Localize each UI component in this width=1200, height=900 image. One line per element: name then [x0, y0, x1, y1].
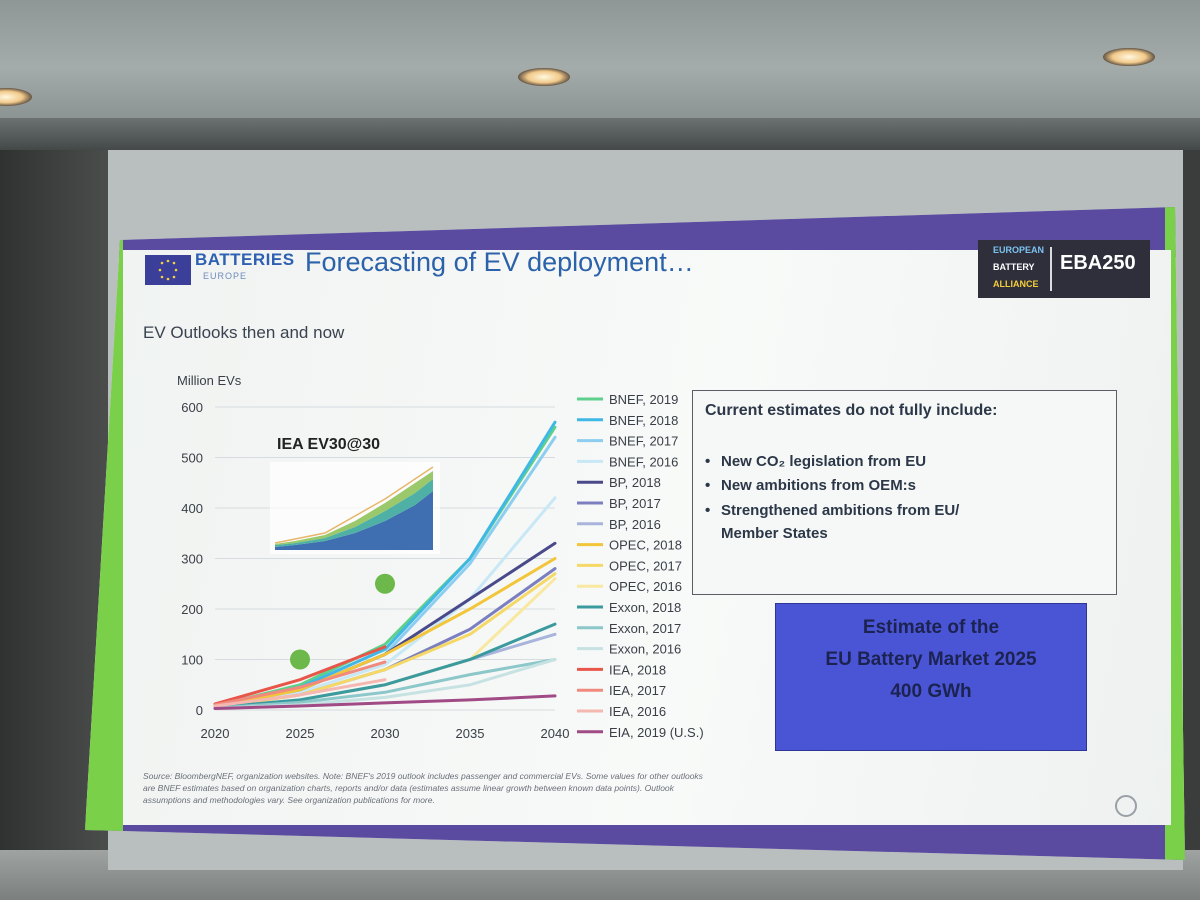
- legend-label: IEA, 2017: [609, 683, 666, 698]
- market-estimate-box: [775, 603, 1087, 751]
- source-note: Source: BloombergNEF, organization websi…: [143, 771, 703, 805]
- series-line: [213, 541, 557, 708]
- legend-label: BP, 2016: [609, 517, 661, 532]
- y-tick-label: 0: [196, 703, 203, 718]
- presentation-slide: BATTERIES EUROPE Forecasting of EV deplo…: [85, 207, 1185, 860]
- y-tick-label: 200: [181, 602, 203, 617]
- legend-label: BP, 2018: [609, 475, 661, 490]
- batteries-europe-logo: BATTERIES: [195, 250, 295, 269]
- x-tick-label: 2035: [456, 726, 485, 741]
- y-tick-label: 300: [181, 552, 203, 567]
- series-line: [213, 645, 387, 706]
- legend-label: OPEC, 2016: [609, 579, 682, 594]
- x-tick-label: 2020: [201, 726, 230, 741]
- iea-inset-label: IEA EV30@30: [277, 436, 380, 453]
- iea-inset-chart: [270, 462, 440, 554]
- batteries-europe-logo-sub: EUROPE: [203, 271, 248, 281]
- legend-label: BP, 2017: [609, 496, 661, 511]
- legend-label: BNEF, 2016: [609, 454, 678, 469]
- legend-label: OPEC, 2018: [609, 538, 682, 553]
- eu-flag-icon: [145, 255, 191, 285]
- eba-logo-line2: BATTERY: [993, 262, 1035, 272]
- target-point: [290, 649, 310, 670]
- legend-label: Exxon, 2016: [609, 642, 681, 657]
- eba-logo-line3: ALLIANCE: [993, 279, 1039, 289]
- estimates-heading: Current estimates do not fully include:: [705, 402, 998, 419]
- right-wall: [1180, 150, 1200, 900]
- legend-label: Exxon, 2018: [609, 600, 681, 615]
- estimates-box: [692, 390, 1117, 595]
- legend-label: Exxon, 2017: [609, 621, 681, 636]
- eba-logo: [978, 240, 1150, 298]
- ceiling-light: [1103, 48, 1155, 66]
- y-tick-label: 100: [181, 653, 203, 668]
- estimate-item: Member States: [721, 525, 828, 542]
- slide-title: Forecasting of EV deployment…: [305, 247, 694, 277]
- market-line-1: Estimate of the: [862, 617, 1000, 638]
- legend-label: OPEC, 2017: [609, 558, 682, 573]
- eba-logo-code: EBA250: [1060, 252, 1136, 274]
- eba-logo-divider: [1050, 247, 1052, 291]
- corner-logo-icon: [1115, 795, 1137, 817]
- y-tick-label: 600: [181, 400, 203, 415]
- market-line-3: 400 GWh: [890, 681, 972, 702]
- series-line: [213, 622, 557, 709]
- series-line: [213, 658, 557, 710]
- target-point: [375, 573, 395, 594]
- y-tick-label: 400: [181, 501, 203, 516]
- series-line: [213, 557, 557, 709]
- estimate-item: • New CO₂ legislation from EU: [705, 453, 927, 470]
- legend-label: EIA, 2019 (U.S.): [609, 725, 704, 740]
- legend-label: BNEF, 2017: [609, 434, 678, 449]
- slide-subtitle: EV Outlooks then and now: [143, 323, 345, 342]
- legend-label: IEA, 2018: [609, 662, 666, 677]
- eba-logo-line1: EUROPEAN: [993, 245, 1045, 255]
- series-line: [213, 572, 557, 709]
- legend-label: IEA, 2016: [609, 704, 666, 719]
- series-line: [213, 694, 557, 710]
- y-tick-label: 500: [181, 451, 203, 466]
- x-tick-label: 2040: [541, 726, 570, 741]
- series-line: [213, 678, 387, 708]
- ceiling-light: [0, 88, 32, 106]
- ev-outlook-chart: Million EVs 0 100 200 300 400 500 600 2020 2025 2…: [177, 373, 704, 741]
- estimate-item: • Strengthened ambitions from EU/: [705, 502, 960, 519]
- legend-label: BNEF, 2019: [609, 392, 678, 407]
- y-axis-label: Million EVs: [177, 373, 242, 388]
- x-tick-label: 2030: [371, 726, 400, 741]
- series-line: [213, 660, 387, 707]
- estimate-item: • New ambitions from OEM:s: [705, 477, 917, 494]
- ceiling-edge: [0, 118, 1200, 154]
- ceiling-light: [518, 68, 570, 86]
- x-tick-label: 2025: [286, 726, 315, 741]
- legend-label: BNEF, 2018: [609, 413, 678, 428]
- market-line-2: EU Battery Market 2025: [825, 649, 1037, 670]
